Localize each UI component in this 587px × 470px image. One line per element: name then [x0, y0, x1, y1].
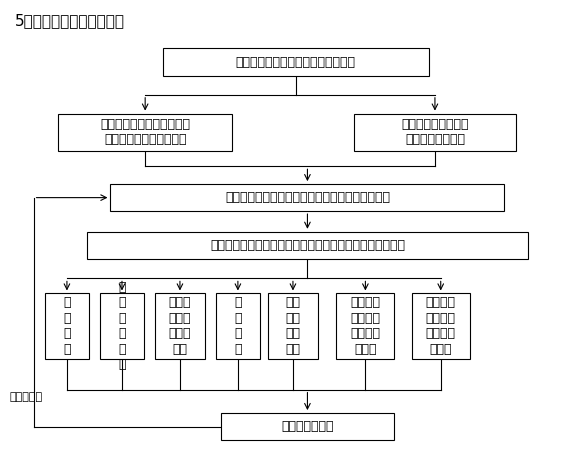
Text: 熟悉安全文明施工法规、规则及标准: 熟悉安全文明施工法规、规则及标准: [236, 55, 356, 69]
Text: 安
全
保
证
体
系: 安 全 保 证 体 系: [118, 281, 126, 371]
Text: 承包商报送施工组织设计（或施工方案）及报审表: 承包商报送施工组织设计（或施工方案）及报审表: [225, 191, 390, 204]
Text: 对设计施工图中影响建筑工
程安全因素提出改进建议: 对设计施工图中影响建筑工 程安全因素提出改进建议: [100, 118, 190, 147]
FancyBboxPatch shape: [354, 114, 516, 151]
Text: 安
全
管
理: 安 全 管 理: [234, 297, 242, 356]
FancyBboxPatch shape: [110, 184, 504, 211]
Text: 安
全
资
质: 安 全 资 质: [63, 297, 70, 356]
FancyBboxPatch shape: [336, 293, 394, 359]
FancyBboxPatch shape: [156, 293, 205, 359]
FancyBboxPatch shape: [45, 293, 89, 359]
FancyBboxPatch shape: [58, 114, 232, 151]
Text: 5、施工安全监理工作程序: 5、施工安全监理工作程序: [15, 13, 125, 28]
Text: 监理审查施工组织设计中（或施工方案）施工安全技术措施: 监理审查施工组织设计中（或施工方案）施工安全技术措施: [210, 239, 405, 252]
Text: 安全组
织机构
及人员
配置: 安全组 织机构 及人员 配置: [168, 297, 191, 356]
FancyBboxPatch shape: [100, 293, 144, 359]
FancyBboxPatch shape: [411, 293, 470, 359]
FancyBboxPatch shape: [268, 293, 318, 359]
FancyBboxPatch shape: [216, 293, 259, 359]
FancyBboxPatch shape: [87, 232, 528, 259]
Text: 施工机械
设备技术
性能及安
全条件: 施工机械 设备技术 性能及安 全条件: [350, 297, 380, 356]
FancyBboxPatch shape: [221, 413, 394, 440]
Text: 特种
作业
人员
管理: 特种 作业 人员 管理: [285, 297, 301, 356]
Text: 对施工场地环境安全
隐患提出纠正措施: 对施工场地环境安全 隐患提出纠正措施: [401, 118, 468, 147]
Text: 总监签署审批表: 总监签署审批表: [281, 420, 333, 433]
Text: 不符合规定: 不符合规定: [9, 392, 42, 402]
Text: 安全文明
生产预防
措施和纠
正措施: 安全文明 生产预防 措施和纠 正措施: [426, 297, 456, 356]
FancyBboxPatch shape: [163, 48, 429, 76]
